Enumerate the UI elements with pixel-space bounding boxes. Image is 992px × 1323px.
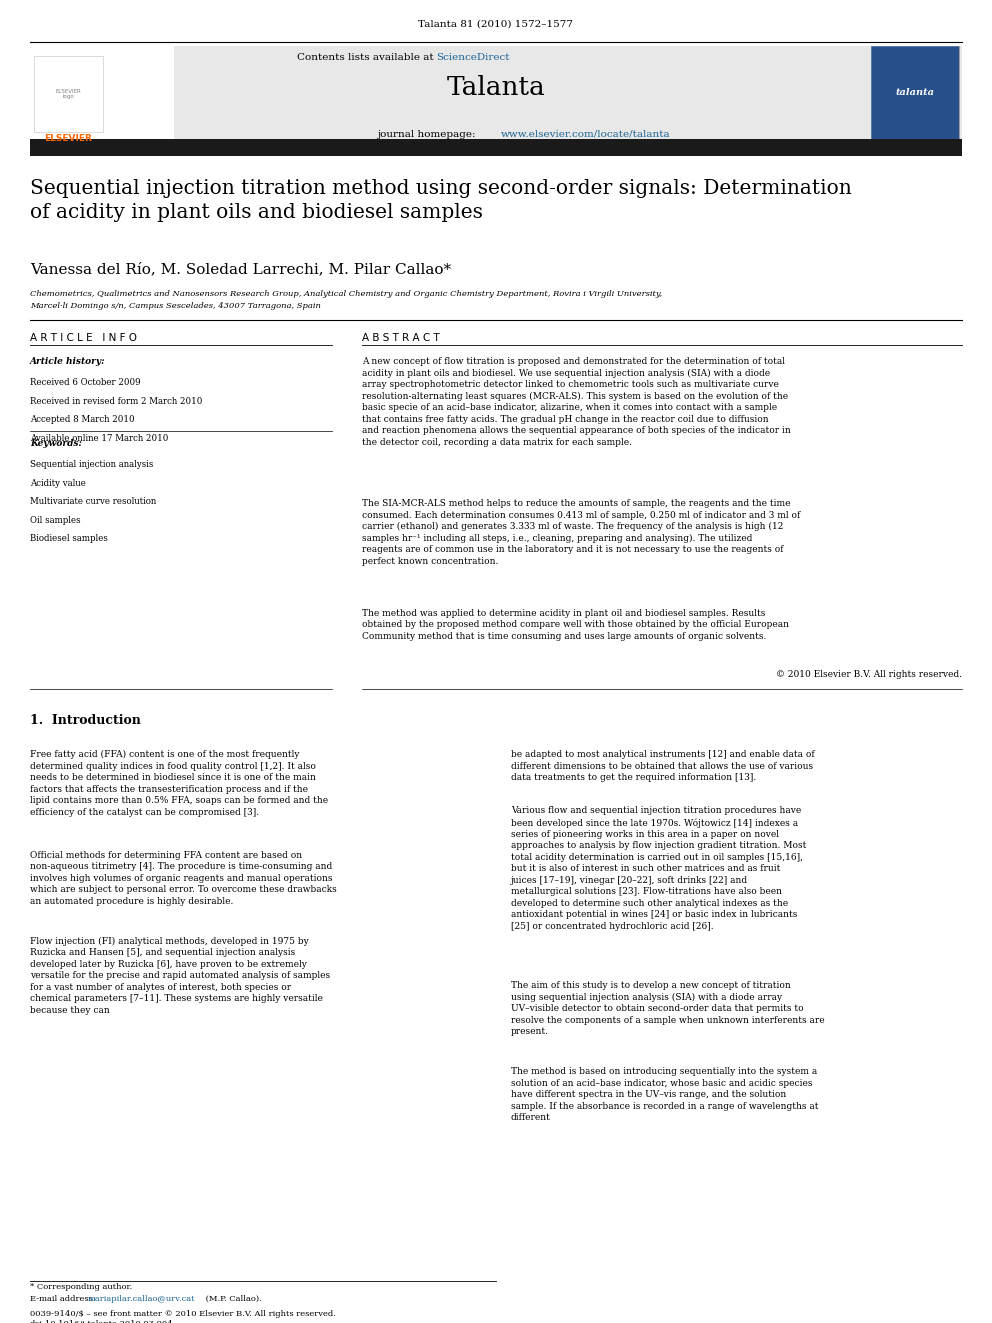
- Text: Received 6 October 2009: Received 6 October 2009: [30, 378, 141, 388]
- Text: Sequential injection titration method using second-order signals: Determination
: Sequential injection titration method us…: [30, 179, 851, 222]
- Text: Talanta: Talanta: [446, 75, 546, 101]
- Text: E-mail address:: E-mail address:: [30, 1295, 98, 1303]
- Text: The aim of this study is to develop a new concept of titration
using sequential : The aim of this study is to develop a ne…: [511, 982, 824, 1036]
- Text: www.elsevier.com/locate/talanta: www.elsevier.com/locate/talanta: [501, 130, 671, 139]
- Text: Biodiesel samples: Biodiesel samples: [30, 534, 108, 544]
- Text: Contents lists available at: Contents lists available at: [297, 53, 436, 62]
- Text: ELSEVIER: ELSEVIER: [45, 134, 92, 143]
- Text: (M.P. Callao).: (M.P. Callao).: [203, 1295, 262, 1303]
- Text: Various flow and sequential injection titration procedures have
been developed s: Various flow and sequential injection ti…: [511, 807, 806, 930]
- Text: Official methods for determining FFA content are based on
non-aqueous titrimetry: Official methods for determining FFA con…: [30, 851, 336, 906]
- Text: Talanta 81 (2010) 1572–1577: Talanta 81 (2010) 1572–1577: [419, 20, 573, 29]
- Text: Accepted 8 March 2010: Accepted 8 March 2010: [30, 415, 134, 425]
- Text: talanta: talanta: [895, 89, 934, 97]
- Text: Multivariate curve resolution: Multivariate curve resolution: [30, 497, 156, 507]
- Text: The method was applied to determine acidity in plant oil and biodiesel samples. : The method was applied to determine acid…: [362, 609, 789, 640]
- Text: A B S T R A C T: A B S T R A C T: [362, 333, 439, 344]
- Text: Marcel·li Domingo s/n, Campus Sescelades, 43007 Tarragona, Spain: Marcel·li Domingo s/n, Campus Sescelades…: [30, 302, 320, 310]
- Text: doi:10.1016/j.talanta.2010.03.004: doi:10.1016/j.talanta.2010.03.004: [30, 1320, 174, 1323]
- FancyBboxPatch shape: [30, 46, 962, 142]
- Text: Sequential injection analysis: Sequential injection analysis: [30, 460, 153, 470]
- Text: Article history:: Article history:: [30, 357, 105, 366]
- Text: Vanessa del Río, M. Soledad Larrechi, M. Pilar Callao*: Vanessa del Río, M. Soledad Larrechi, M.…: [30, 262, 451, 277]
- Text: The method is based on introducing sequentially into the system a
solution of an: The method is based on introducing seque…: [511, 1068, 818, 1122]
- Text: Oil samples: Oil samples: [30, 516, 80, 525]
- Text: 0039-9140/$ – see front matter © 2010 Elsevier B.V. All rights reserved.: 0039-9140/$ – see front matter © 2010 El…: [30, 1310, 335, 1318]
- Text: ELSEVIER
logo: ELSEVIER logo: [56, 89, 81, 99]
- FancyBboxPatch shape: [34, 56, 103, 132]
- Text: * Corresponding author.: * Corresponding author.: [30, 1283, 132, 1291]
- Text: Received in revised form 2 March 2010: Received in revised form 2 March 2010: [30, 397, 202, 406]
- Text: Chemometrics, Qualimetrics and Nanosensors Research Group, Analytical Chemistry : Chemometrics, Qualimetrics and Nanosenso…: [30, 290, 662, 298]
- FancyBboxPatch shape: [30, 46, 174, 142]
- Text: ScienceDirect: ScienceDirect: [436, 53, 510, 62]
- Text: Acidity value: Acidity value: [30, 479, 85, 488]
- Text: journal homepage:: journal homepage:: [377, 130, 479, 139]
- FancyBboxPatch shape: [871, 46, 959, 142]
- Text: Flow injection (FI) analytical methods, developed in 1975 by
Ruzicka and Hansen : Flow injection (FI) analytical methods, …: [30, 937, 330, 1015]
- Text: Keywords:: Keywords:: [30, 439, 81, 448]
- Text: Available online 17 March 2010: Available online 17 March 2010: [30, 434, 168, 443]
- Text: be adapted to most analytical instruments [12] and enable data of
different dime: be adapted to most analytical instrument…: [511, 750, 814, 782]
- Text: Free fatty acid (FFA) content is one of the most frequently
determined quality i: Free fatty acid (FFA) content is one of …: [30, 750, 328, 816]
- Text: The SIA-MCR-ALS method helps to reduce the amounts of sample, the reagents and t: The SIA-MCR-ALS method helps to reduce t…: [362, 499, 801, 566]
- Text: © 2010 Elsevier B.V. All rights reserved.: © 2010 Elsevier B.V. All rights reserved…: [776, 671, 962, 679]
- FancyBboxPatch shape: [30, 139, 962, 156]
- Text: 1.  Introduction: 1. Introduction: [30, 714, 141, 728]
- Text: A R T I C L E   I N F O: A R T I C L E I N F O: [30, 333, 137, 344]
- Text: mariapilar.callao@urv.cat: mariapilar.callao@urv.cat: [87, 1295, 194, 1303]
- FancyBboxPatch shape: [871, 46, 959, 142]
- Text: A new concept of flow titration is proposed and demonstrated for the determinati: A new concept of flow titration is propo…: [362, 357, 791, 447]
